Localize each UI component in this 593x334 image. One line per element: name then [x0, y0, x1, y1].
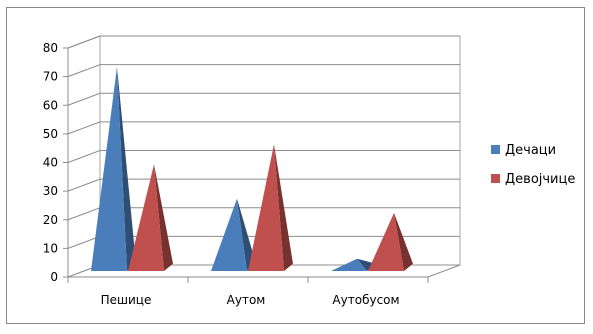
gridline: [67, 178, 460, 192]
y-tick-label: 0: [50, 270, 58, 284]
legend-label: Девојчице: [505, 172, 575, 187]
legend: Дечаци Девојчице: [491, 143, 575, 187]
bar: [91, 66, 136, 272]
legend-item: Дечаци: [491, 143, 556, 158]
bar-front: [248, 144, 284, 271]
bar-front: [368, 212, 404, 271]
bar-side: [237, 198, 256, 271]
bar-front: [91, 66, 127, 272]
gridline: [67, 121, 460, 135]
x-tick-label: Аутобусом: [332, 293, 399, 307]
bar-side: [394, 212, 413, 271]
y-axis: 0 10 20 30 40 50 60 70 80: [43, 41, 69, 284]
bar-side: [154, 164, 173, 271]
y-tick-label: 10: [43, 241, 58, 255]
gridline: [67, 64, 460, 78]
y-tick-label: 40: [43, 156, 58, 170]
bar: [128, 164, 173, 271]
y-tick-label: 60: [43, 98, 58, 112]
bar: [211, 198, 256, 271]
legend-swatch: [491, 145, 500, 154]
x-tick-label: Пешице: [101, 293, 152, 307]
gridline: [67, 35, 460, 49]
x-tick-label: Аутом: [227, 293, 266, 307]
bar-side: [357, 258, 376, 271]
y-tick-label: 50: [43, 127, 58, 141]
y-tick-label: 20: [43, 213, 58, 227]
bar: [331, 258, 376, 271]
bar-side: [274, 144, 293, 271]
bar: [368, 212, 413, 271]
y-tick-label: 70: [43, 70, 58, 84]
legend-item: Девојчице: [491, 172, 575, 187]
bar: [248, 144, 293, 271]
bar-front: [128, 164, 164, 271]
gridline: [67, 92, 460, 106]
bar-front: [331, 258, 367, 271]
gridline: [67, 150, 460, 163]
bar-front: [211, 198, 247, 271]
bar-side: [117, 66, 136, 272]
legend-swatch: [491, 174, 500, 183]
x-axis: Пешице Аутом Аутобусом: [67, 277, 429, 307]
y-tick-label: 30: [43, 184, 58, 198]
bars: [91, 66, 413, 272]
y-tick-label: 80: [43, 41, 58, 55]
legend-label: Дечаци: [505, 143, 556, 158]
